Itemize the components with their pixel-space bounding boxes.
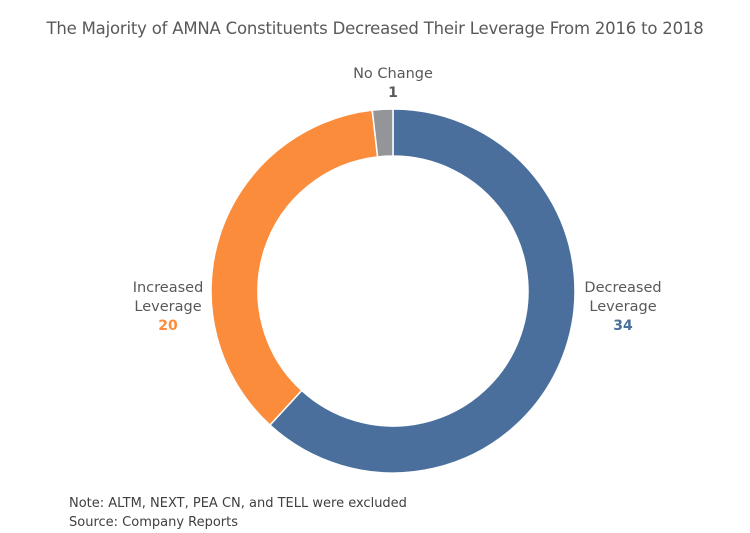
label-decreased-line1: Decreased [584,280,662,296]
donut-slice-no-change [371,108,394,158]
label-no-change: No Change 1 [318,65,468,103]
label-no-change-value: 1 [388,85,398,101]
label-decreased-line2: Leverage [589,299,657,315]
donut-slice-decreased-leverage [268,108,576,474]
chart-title: The Majority of AMNA Constituents Decrea… [46,19,704,38]
label-decreased-value: 34 [613,318,633,334]
footer-source: Source: Company Reports [69,515,239,530]
label-no-change-name: No Change [353,66,433,82]
label-decreased-leverage: Decreased Leverage 34 [563,279,683,336]
label-increased-line1: Increased [132,280,204,296]
footer: Note: ALTM, NEXT, PEA CN, and TELL were … [69,494,407,532]
label-increased-line2: Leverage [134,299,202,315]
label-increased-value: 20 [158,318,178,334]
donut-slice-increased-leverage [210,109,379,427]
label-increased-leverage: Increased Leverage 20 [108,279,228,336]
footer-note: Note: ALTM, NEXT, PEA CN, and TELL were … [69,496,407,511]
